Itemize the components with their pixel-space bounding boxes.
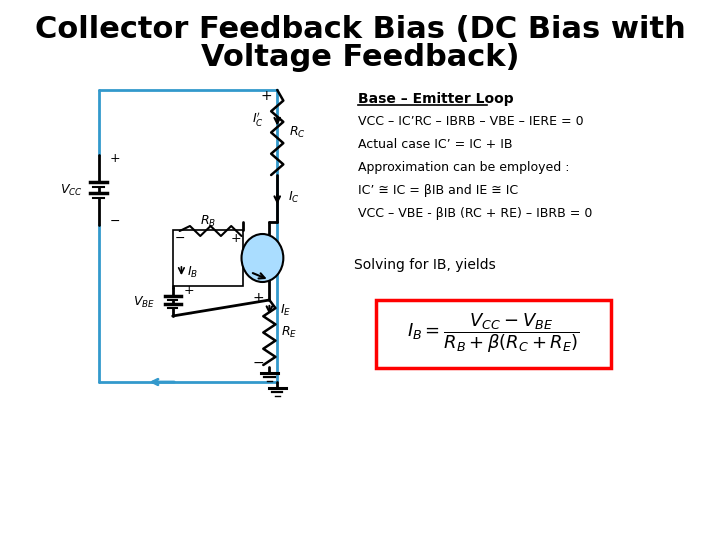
Text: Collector Feedback Bias (DC Bias with: Collector Feedback Bias (DC Bias with [35, 16, 685, 44]
Text: $R_E$: $R_E$ [281, 325, 297, 340]
Text: $I_B$: $I_B$ [186, 265, 198, 280]
Text: +: + [252, 291, 264, 305]
Text: −: − [174, 232, 185, 245]
Text: $I_C$: $I_C$ [288, 190, 300, 205]
Text: $I_B = \dfrac{V_{CC} - V_{BE}}{R_B + \beta(R_C + R_E)}$: $I_B = \dfrac{V_{CC} - V_{BE}}{R_B + \be… [407, 312, 580, 355]
Text: −: − [110, 214, 120, 227]
Text: Actual case IC’ = IC + IB: Actual case IC’ = IC + IB [359, 138, 513, 151]
Text: $V_{BE}$: $V_{BE}$ [133, 294, 156, 309]
Text: $R_C$: $R_C$ [289, 125, 305, 140]
Text: VCC – IC’RC – IBRB – VBE – IERE = 0: VCC – IC’RC – IBRB – VBE – IERE = 0 [359, 115, 584, 128]
Text: +: + [231, 232, 242, 245]
Text: +: + [110, 152, 120, 165]
Text: $R_B$: $R_B$ [200, 213, 216, 228]
Text: +: + [260, 89, 271, 103]
Text: Voltage Feedback): Voltage Feedback) [201, 43, 519, 71]
Text: VCC – VBE - βIB (RC + RE) – IBRB = 0: VCC – VBE - βIB (RC + RE) – IBRB = 0 [359, 207, 593, 220]
Text: $I_E$: $I_E$ [280, 302, 291, 318]
Text: Base – Emitter Loop: Base – Emitter Loop [359, 92, 514, 106]
Text: +: + [183, 284, 194, 296]
Text: $V_{CC}$: $V_{CC}$ [60, 183, 83, 198]
Text: $I_C'$: $I_C'$ [251, 111, 264, 129]
Text: −: − [252, 356, 264, 370]
Text: IC’ ≅ IC = βIB and IE ≅ IC: IC’ ≅ IC = βIB and IE ≅ IC [359, 184, 518, 197]
FancyBboxPatch shape [376, 300, 611, 368]
Circle shape [241, 234, 284, 282]
Text: Solving for IB, yields: Solving for IB, yields [354, 258, 495, 272]
Text: −: − [183, 307, 194, 321]
Text: Approximation can be employed :: Approximation can be employed : [359, 161, 570, 174]
